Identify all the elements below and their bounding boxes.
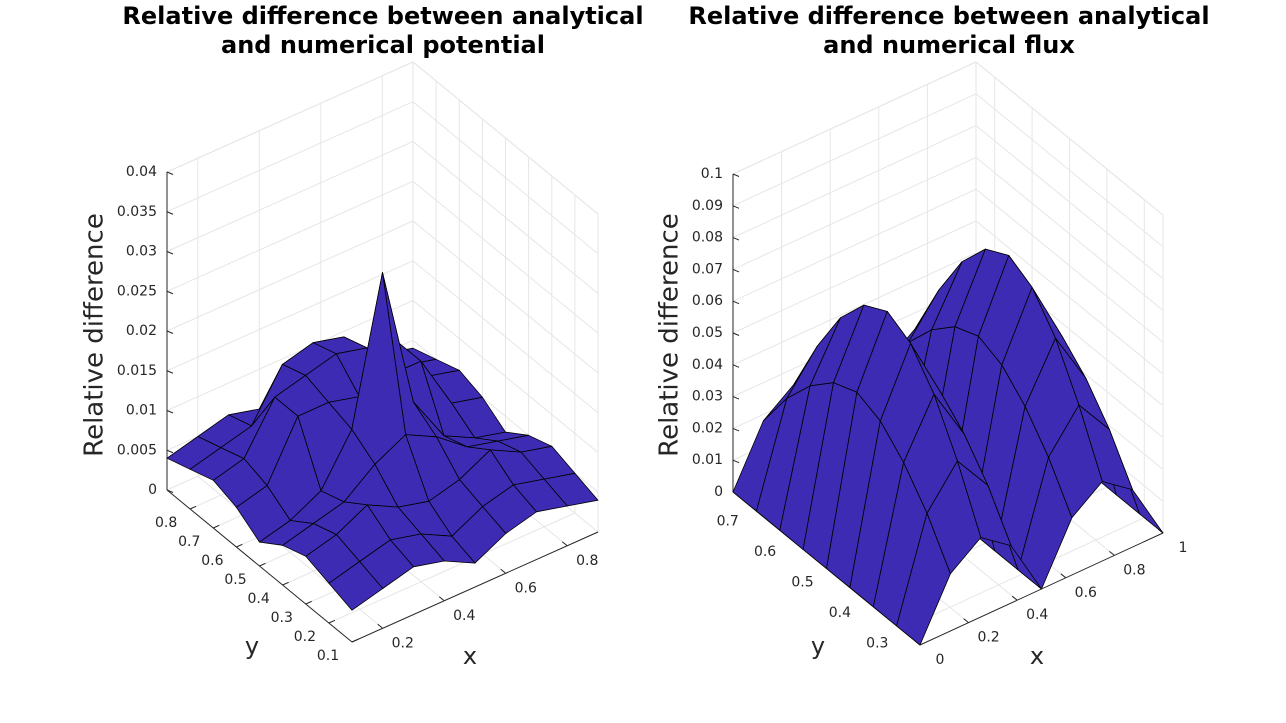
- z-tick-label: 0: [148, 482, 157, 498]
- chart-title: Relative difference between analytical a…: [688, 2, 1210, 59]
- z-tick-label: 0.03: [126, 244, 157, 260]
- x-tick-label: 1: [1179, 540, 1188, 556]
- grid-line: [166, 101, 599, 255]
- x-tick-label: 0.4: [453, 608, 475, 624]
- tick-mark: [166, 410, 174, 414]
- x-tick-label: 0.4: [1026, 607, 1048, 623]
- tick-mark: [166, 211, 174, 215]
- y-tick-label: 0.7: [178, 534, 200, 550]
- tick-mark: [732, 173, 740, 177]
- z-tick-label: 0.035: [117, 204, 157, 220]
- x-axis-label: x: [463, 642, 477, 670]
- z-tick-label: 0.025: [117, 283, 157, 299]
- grid-line: [328, 195, 576, 624]
- x-tick-label: 0: [936, 652, 945, 668]
- y-tick-label: 0.8: [155, 515, 177, 531]
- tick-mark: [732, 300, 740, 305]
- y-tick-label: 0.6: [201, 553, 223, 569]
- tick-mark: [166, 171, 174, 175]
- y-axis-label: y: [245, 632, 259, 660]
- z-tick-label: 0.1: [701, 166, 723, 182]
- grid-line: [166, 220, 599, 374]
- y-tick-label: 0.3: [271, 610, 293, 626]
- tick-mark: [305, 600, 312, 605]
- x-tick-label: 0.8: [576, 553, 598, 569]
- surface-patch: [328, 561, 384, 611]
- tick-mark: [1060, 573, 1067, 579]
- grid-line: [166, 140, 599, 294]
- tick-mark: [236, 543, 243, 548]
- tick-mark: [189, 505, 197, 510]
- z-tick-label: 0.005: [117, 442, 157, 458]
- z-tick-label: 0.09: [692, 198, 723, 214]
- chart-title: Relative difference between analytical a…: [122, 2, 644, 59]
- y-tick-label: 0.3: [866, 636, 888, 652]
- z-axis-label: Relative difference: [80, 213, 110, 457]
- tick-mark: [732, 332, 740, 336]
- z-tick-label: 0.015: [117, 363, 157, 379]
- tick-mark: [732, 268, 740, 273]
- x-tick-label: 0.6: [1075, 585, 1097, 601]
- tick-mark: [166, 449, 174, 454]
- x-tick-label: 0.2: [392, 635, 414, 651]
- z-tick-label: 0.04: [126, 164, 157, 180]
- y-tick-label: 0.1: [317, 648, 339, 664]
- tick-mark: [213, 524, 220, 529]
- z-tick-label: 0.03: [692, 389, 723, 405]
- x-tick-label: 0.2: [977, 630, 999, 646]
- z-axis-label: Relative difference: [655, 213, 685, 457]
- tick-mark: [500, 568, 507, 574]
- z-tick-label: 0.01: [126, 403, 157, 419]
- tick-mark: [166, 290, 174, 295]
- grid-line: [166, 180, 599, 334]
- tick-mark: [732, 459, 740, 464]
- tick-mark: [732, 364, 740, 368]
- z-tick-label: 0.04: [692, 357, 723, 373]
- tick-mark: [328, 619, 336, 624]
- tick-mark: [732, 396, 740, 400]
- tick-mark: [259, 562, 266, 567]
- tick-mark: [561, 541, 568, 547]
- z-tick-label: 0.06: [692, 293, 723, 309]
- axis-line: [166, 489, 353, 643]
- tick-mark: [732, 205, 740, 209]
- z-tick-label: 0.07: [692, 261, 723, 277]
- y-tick-label: 0.4: [829, 605, 851, 621]
- z-tick-label: 0.08: [692, 230, 723, 246]
- grid-line: [166, 61, 599, 215]
- axis-line: [351, 531, 599, 643]
- tick-mark: [166, 370, 174, 374]
- tick-mark: [732, 237, 740, 241]
- z-tick-label: 0: [714, 484, 723, 500]
- z-tick-label: 0.01: [692, 452, 723, 468]
- tick-mark: [377, 623, 384, 629]
- tick-mark: [438, 596, 445, 602]
- x-tick-label: 0.8: [1123, 562, 1145, 578]
- y-tick-label: 0.7: [717, 513, 739, 529]
- y-tick-label: 0.6: [754, 544, 776, 560]
- tick-mark: [732, 427, 740, 432]
- y-tick-label: 0.4: [247, 591, 269, 607]
- tick-mark: [166, 330, 174, 334]
- tick-mark: [1011, 595, 1018, 601]
- y-tick-label: 0.5: [224, 572, 246, 588]
- y-tick-label: 0.2: [294, 629, 316, 645]
- tick-mark: [963, 618, 969, 623]
- grid-line: [166, 299, 599, 453]
- z-tick-label: 0.02: [692, 420, 723, 436]
- tick-mark: [1109, 551, 1115, 556]
- y-axis-label: y: [811, 632, 825, 660]
- x-axis-label: x: [1030, 642, 1044, 670]
- grid-line: [166, 260, 599, 414]
- x-tick-label: 0.6: [515, 580, 537, 596]
- tick-mark: [166, 251, 174, 255]
- tick-mark: [282, 581, 289, 586]
- z-tick-label: 0.02: [126, 323, 157, 339]
- surface-patch: [896, 512, 951, 646]
- z-tick-label: 0.05: [692, 325, 723, 341]
- grid-line: [197, 158, 384, 629]
- y-tick-label: 0.5: [791, 575, 813, 591]
